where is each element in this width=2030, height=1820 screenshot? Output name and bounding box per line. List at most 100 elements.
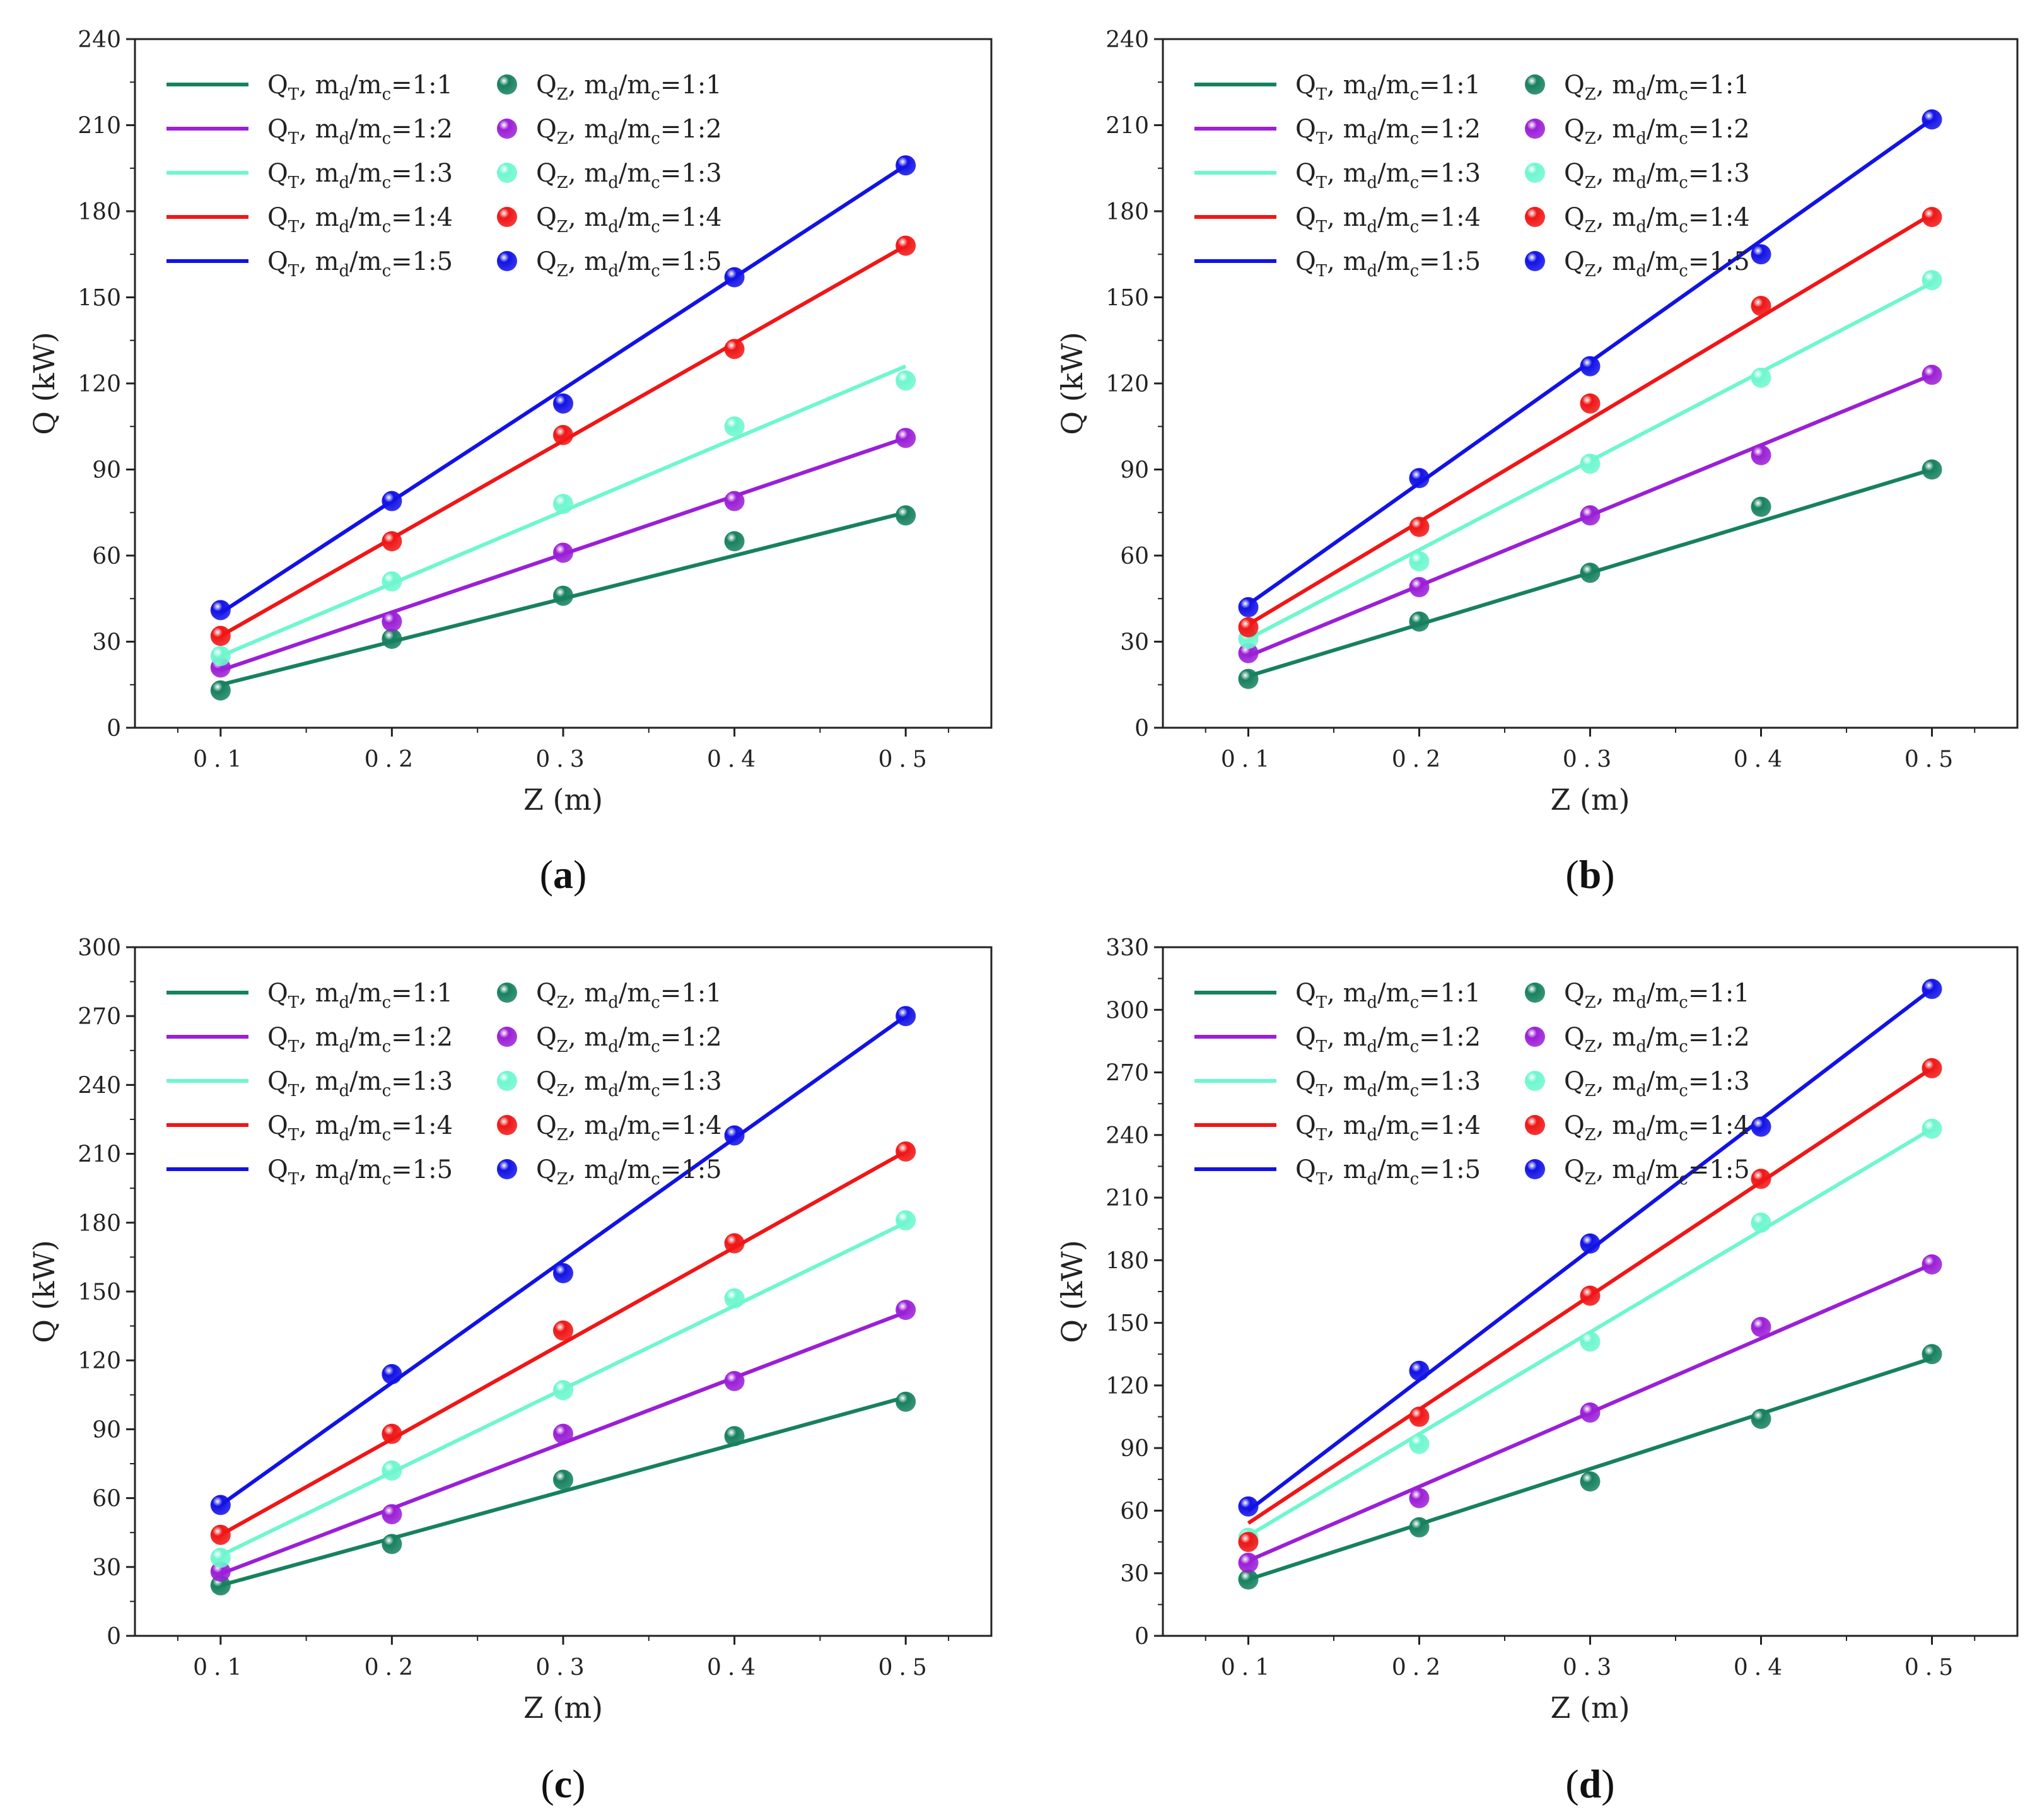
data-point-QZ-1-2	[1580, 505, 1601, 526]
x-tick-label: 0.2	[365, 1655, 419, 1681]
data-point-QZ-1-3	[553, 1380, 573, 1401]
legend-label-QZ: QZ, md/mc=1:2	[536, 115, 722, 148]
legend-point-swatch	[1525, 1159, 1545, 1179]
data-point-QZ-1-5	[382, 1364, 402, 1385]
data-point-QZ-1-1	[1238, 668, 1259, 689]
data-point-QZ-1-2	[724, 491, 745, 511]
y-tick-label: 90	[92, 1417, 121, 1443]
legend-point-swatch	[1525, 163, 1545, 183]
y-tick-label: 150	[78, 1280, 121, 1305]
series-line-QT-1-4	[1247, 212, 1934, 626]
data-point-QZ-1-3	[1580, 453, 1601, 474]
data-point-QZ-1-5	[210, 600, 231, 621]
data-point-QZ-1-2	[1751, 445, 1771, 465]
y-tick-label: 210	[78, 1142, 121, 1168]
y-axis-title: Q (kW)	[27, 332, 61, 435]
data-point-QZ-1-1	[382, 1534, 402, 1555]
data-point-QZ-1-4	[1238, 617, 1259, 638]
legend-point-swatch	[1525, 74, 1545, 95]
data-point-QZ-1-4	[1580, 1285, 1601, 1306]
x-tick-label: 0.2	[365, 747, 419, 773]
legend-point-swatch	[497, 251, 517, 271]
panel-label: (b)	[1565, 852, 1614, 897]
data-point-QZ-1-2	[553, 542, 573, 563]
y-tick-label: 240	[1105, 27, 1149, 53]
data-point-QZ-1-3	[382, 1460, 402, 1481]
legend-label-QT: QT, md/mc=1:4	[267, 203, 453, 236]
data-point-QZ-1-5	[724, 267, 745, 288]
data-point-QZ-1-3	[1922, 1118, 1942, 1139]
x-tick-label: 0.1	[193, 747, 248, 773]
y-tick-label: 150	[78, 286, 121, 312]
data-point-QZ-1-2	[382, 1504, 402, 1525]
data-point-QZ-1-4	[1751, 1169, 1771, 1189]
data-point-QZ-1-2	[1922, 1254, 1942, 1275]
data-point-QZ-1-1	[1409, 1517, 1430, 1537]
x-tick-label: 0.3	[1563, 1655, 1618, 1681]
data-point-QZ-1-5	[1751, 1116, 1771, 1137]
y-tick-label: 150	[1105, 286, 1149, 312]
y-tick-label: 90	[92, 458, 121, 484]
legend-point-swatch	[1525, 1027, 1545, 1047]
legend-point-swatch	[1525, 119, 1545, 139]
x-tick-label: 0.5	[1905, 1655, 1959, 1681]
data-point-QZ-1-3	[210, 646, 231, 667]
y-tick-label: 300	[78, 935, 121, 961]
y-tick-label: 240	[78, 27, 121, 53]
legend-label-QT: QT, md/mc=1:4	[1295, 203, 1481, 236]
x-tick-label: 0.5	[878, 1655, 933, 1681]
legend-point-swatch	[1525, 983, 1545, 1003]
y-axis-title: Q (kW)	[1055, 1240, 1089, 1343]
x-axis-title: Z (m)	[1550, 1691, 1630, 1725]
chart-panel-c: 0 30 60 90 120 150 180 210 240 270 300 0.1 0.2 0.3 0.4…	[27, 935, 993, 1806]
data-point-QZ-1-1	[1751, 496, 1771, 517]
legend-point-swatch	[497, 1159, 517, 1179]
data-point-QZ-1-1	[1922, 459, 1942, 480]
data-point-QZ-1-1	[724, 1426, 745, 1447]
legend-label-QZ: QZ, md/mc=1:2	[536, 1023, 722, 1056]
legend-point-swatch	[497, 163, 517, 183]
data-point-QZ-1-5	[1238, 597, 1259, 617]
y-tick-label: 300	[1105, 998, 1149, 1024]
panel-label: (c)	[540, 1761, 585, 1806]
data-point-QZ-1-5	[1580, 356, 1601, 376]
data-point-QZ-1-5	[895, 1006, 916, 1027]
data-point-QZ-1-2	[1751, 1317, 1771, 1338]
y-tick-label: 210	[1105, 114, 1149, 139]
legend-label-QZ: QZ, md/mc=1:5	[536, 1155, 722, 1189]
data-point-QZ-1-4	[1580, 393, 1601, 414]
y-tick-label: 30	[92, 630, 121, 656]
legend-label-QZ: QZ, md/mc=1:1	[1564, 71, 1750, 104]
legend-label-QZ: QZ, md/mc=1:4	[1564, 203, 1750, 236]
y-tick-label: 90	[1120, 1436, 1149, 1462]
panel-label: (d)	[1565, 1761, 1614, 1806]
legend-label-QZ: QZ, md/mc=1:1	[1564, 979, 1750, 1012]
legend-label-QT: QT, md/mc=1:5	[1295, 1155, 1481, 1189]
x-tick-label: 0.3	[1563, 747, 1618, 773]
data-point-QZ-1-1	[1580, 1471, 1601, 1492]
data-point-QZ-1-4	[1922, 1058, 1942, 1078]
data-point-QZ-1-3	[724, 1288, 745, 1309]
y-tick-label: 30	[1120, 630, 1149, 656]
chart-panel-a: 0 30 60 90 120 150 180 210 240 0.1 0.2 0.3 0.4 0.5 Z (…	[27, 27, 993, 897]
legend-label-QT: QT, md/mc=1:5	[1295, 247, 1481, 281]
x-tick-label: 0.1	[1221, 1655, 1276, 1681]
data-point-QZ-1-2	[724, 1370, 745, 1391]
data-point-QZ-1-2	[1238, 643, 1259, 663]
data-point-QZ-1-3	[895, 370, 916, 391]
x-tick-label: 0.4	[1734, 1655, 1788, 1681]
legend-label-QZ: QZ, md/mc=1:2	[1564, 115, 1750, 148]
legend-label-QT: QT, md/mc=1:1	[1295, 71, 1481, 104]
x-axis-title: Z (m)	[1550, 783, 1630, 817]
y-tick-label: 60	[1120, 1498, 1149, 1524]
legend-label-QZ: QZ, md/mc=1:5	[536, 247, 722, 281]
y-tick-label: 90	[1120, 458, 1149, 484]
data-point-QZ-1-2	[553, 1423, 573, 1444]
data-point-QZ-1-1	[895, 1391, 916, 1412]
data-point-QZ-1-1	[724, 531, 745, 552]
x-tick-label: 0.4	[707, 1655, 762, 1681]
y-tick-label: 210	[1105, 1186, 1149, 1211]
data-point-QZ-1-5	[553, 1263, 573, 1283]
data-point-QZ-1-1	[553, 585, 573, 606]
legend-label-QT: QT, md/mc=1:5	[267, 247, 453, 281]
